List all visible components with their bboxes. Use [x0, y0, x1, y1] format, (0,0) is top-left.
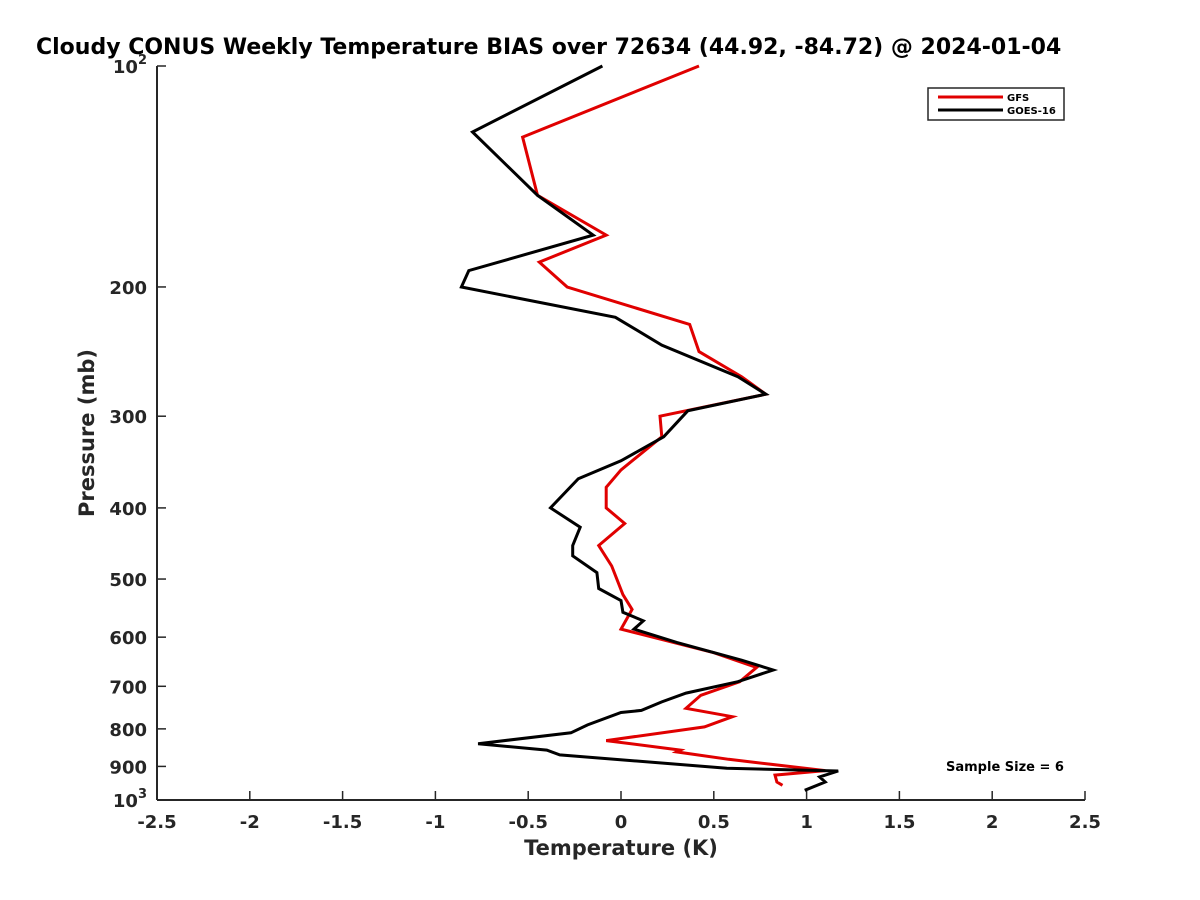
x-tick-label: -0.5 — [509, 812, 548, 833]
x-tick-label: 2.5 — [1069, 812, 1101, 833]
y-tick-label: 102 — [113, 53, 147, 78]
plot-area: -2.5 -2 -1.5 -1 -0.5 0 0.5 1 1.5 2 2.5 102 200 300 400… — [109, 53, 1101, 833]
y-tick-exponent: 2 — [138, 53, 147, 68]
y-tick-label: 700 — [109, 677, 147, 698]
y-tick-label: 400 — [109, 499, 147, 520]
y-tick-label: 800 — [109, 720, 147, 741]
y-tick-label: 600 — [109, 628, 147, 649]
y-tick-label: 900 — [109, 757, 147, 778]
x-axis-label: Temperature (K) — [524, 836, 718, 860]
y-tick-label: 200 — [109, 278, 147, 299]
x-tick-label: 0 — [615, 812, 628, 833]
x-tick-label: -2 — [240, 812, 260, 833]
legend-label-gfs: GFS — [1007, 93, 1029, 104]
series-line-gfs — [520, 64, 826, 787]
y-tick-label: 103 — [113, 787, 147, 812]
x-tick-label: -1.5 — [323, 812, 362, 833]
y-tick-label: 300 — [109, 407, 147, 428]
x-tick-label: 0.5 — [698, 812, 730, 833]
x-tick-label: -2.5 — [137, 812, 176, 833]
y-axis-label: Pressure (mb) — [75, 349, 99, 517]
chart-title: Cloudy CONUS Weekly Temperature BIAS ove… — [36, 35, 1061, 60]
x-tick-label: -1 — [425, 812, 445, 833]
x-tick-label: 2 — [986, 812, 999, 833]
series-line-goes-16 — [459, 64, 839, 792]
y-tick-exponent: 3 — [138, 787, 147, 802]
x-tick-label: 1 — [800, 812, 813, 833]
x-tick-label: 1.5 — [883, 812, 915, 833]
sample-size-annotation: Sample Size = 6 — [946, 760, 1064, 775]
y-tick-label: 500 — [109, 570, 147, 591]
legend: GFS GOES-16 — [927, 87, 1065, 121]
legend-label-goes-16: GOES-16 — [1007, 106, 1056, 117]
legend-box — [927, 87, 1065, 121]
